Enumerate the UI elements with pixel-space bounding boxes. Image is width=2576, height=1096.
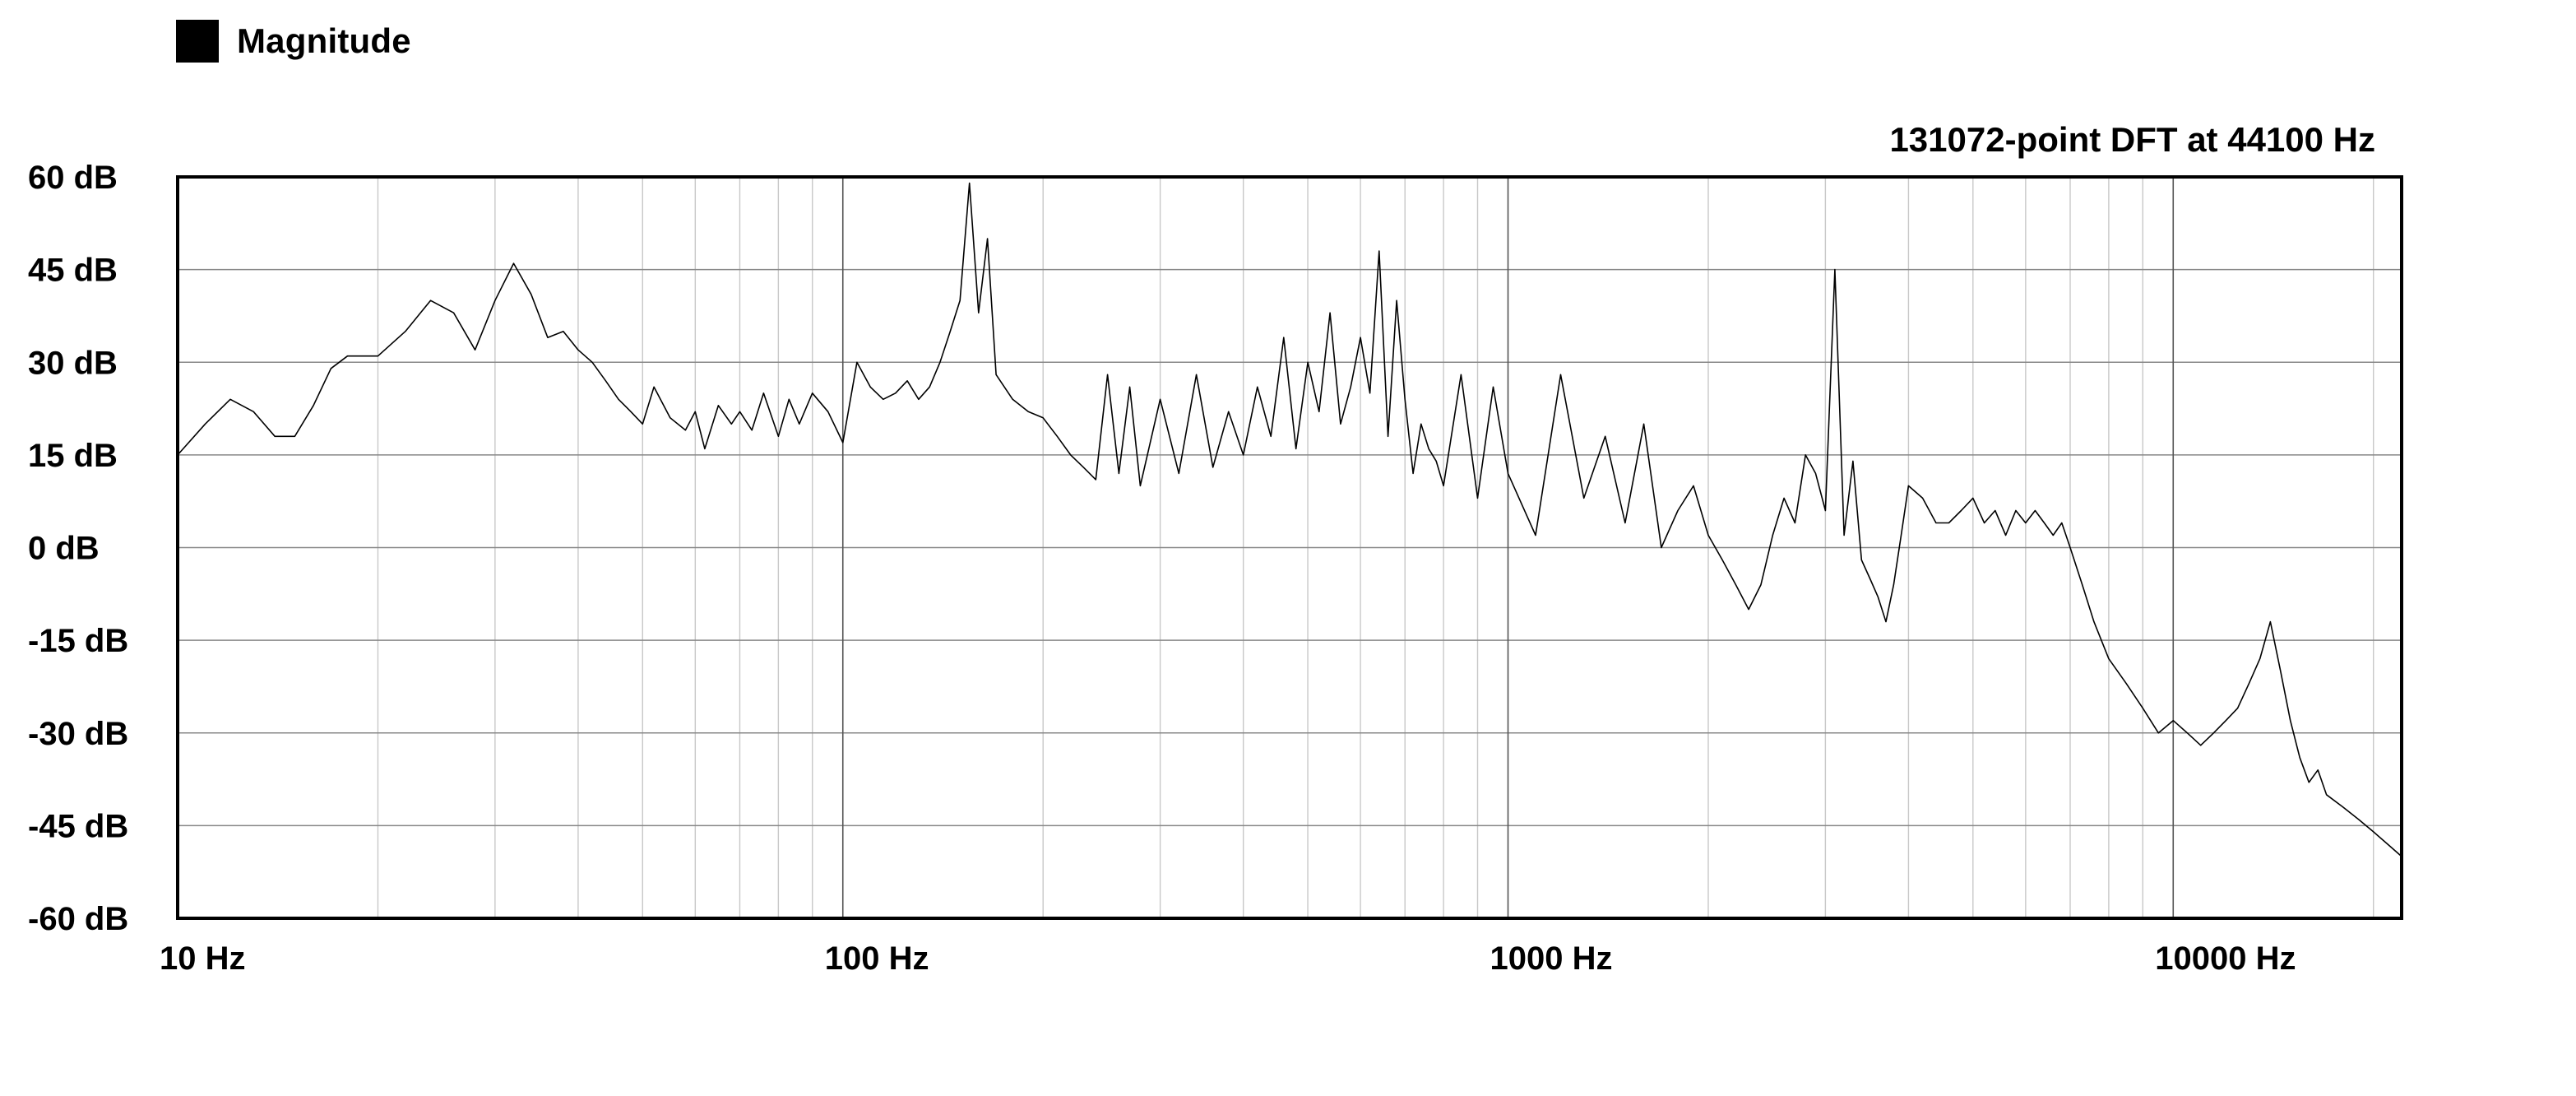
series-line-magnitude [177,182,2402,857]
y-tick-label: 60 dB [28,160,118,196]
plot-frame [176,175,2403,920]
x-tick-label: 10000 Hz [2155,940,2296,977]
legend-swatch [176,20,219,63]
x-tick-label: 10 Hz [160,940,246,977]
legend: Magnitude [176,18,411,64]
y-tick-label: -30 dB [28,716,128,752]
y-axis-ticks: 60 dB 45 dB 30 dB 15 dB 0 dB -15 dB -30 dB -45 … [28,160,128,937]
y-tick-label: 45 dB [28,253,118,289]
x-tick-label: 100 Hz [825,940,929,977]
legend-label: Magnitude [237,21,411,60]
y-tick-label: 0 dB [28,531,100,567]
y-tick-label: -60 dB [28,901,128,937]
major-gridlines [177,176,2402,919]
y-tick-label: -45 dB [28,808,128,844]
y-tick-label: -15 dB [28,623,128,659]
chart-title: 131072-point DFT at 44100 Hz [1889,120,2375,159]
x-axis-ticks: 10 Hz 100 Hz 1000 Hz 10000 Hz [160,940,2296,977]
x-tick-label: 1000 Hz [1490,940,1613,977]
y-tick-label: 30 dB [28,345,118,381]
y-tick-label: 15 dB [28,438,118,474]
